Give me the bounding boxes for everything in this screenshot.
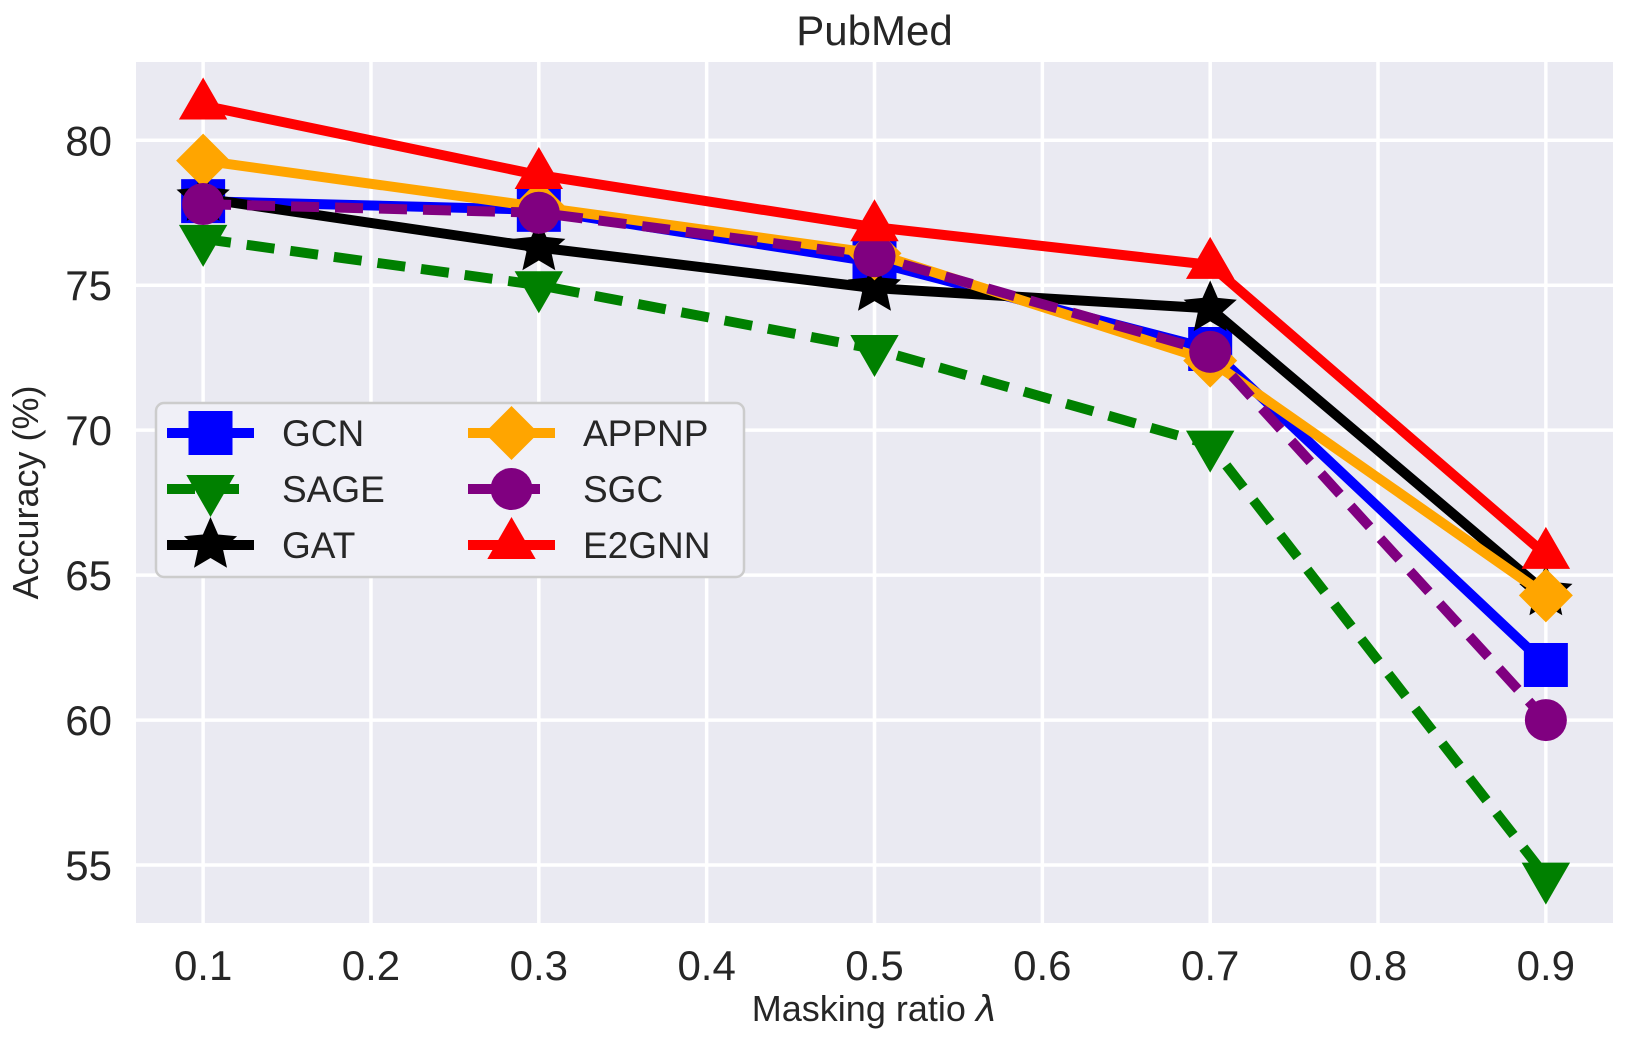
y-axis-label: Accuracy (%) bbox=[5, 385, 46, 599]
x-tick-label-0.2: 0.2 bbox=[342, 942, 400, 989]
marker-gat-0.3 bbox=[512, 219, 566, 271]
legend-marker-sage bbox=[186, 475, 235, 517]
marker-sgc-0.3 bbox=[517, 191, 560, 234]
legend-marker-sgc bbox=[490, 468, 533, 510]
legend-marker-gat bbox=[183, 517, 238, 568]
legend-entry-gcn: GCN bbox=[167, 411, 364, 455]
legend-box bbox=[154, 401, 746, 579]
x-tick-label-0.1: 0.1 bbox=[174, 942, 232, 989]
marker-gat-0.7 bbox=[1183, 280, 1237, 332]
legend-label-gcn: GCN bbox=[282, 413, 364, 454]
marker-gcn-0.9 bbox=[1523, 642, 1568, 687]
series-sgc bbox=[182, 183, 1567, 742]
x-tick-label-0.8: 0.8 bbox=[1349, 942, 1407, 989]
legend-marker-gcn bbox=[188, 411, 233, 455]
y-tick-label-70: 70 bbox=[65, 407, 112, 454]
x-tick-label-0.4: 0.4 bbox=[677, 942, 735, 989]
marker-e2gnn-0.1 bbox=[178, 77, 228, 120]
legend-label-sgc: SGC bbox=[583, 469, 663, 510]
legend: GCN SAGE GAT APPNP SGC E2GNN bbox=[154, 401, 746, 579]
marker-sage-0.5 bbox=[850, 335, 899, 377]
y-tick-label-65: 65 bbox=[65, 552, 112, 599]
legend-entry-gat: GAT bbox=[167, 517, 355, 568]
marker-sgc-0.9 bbox=[1524, 699, 1567, 742]
y-tick-label-55: 55 bbox=[65, 842, 112, 889]
y-tick-label-80: 80 bbox=[65, 117, 112, 164]
marker-sage-0.9 bbox=[1521, 862, 1571, 905]
marker-sage-0.7 bbox=[1185, 430, 1235, 473]
legend-entry-sgc: SGC bbox=[468, 468, 663, 510]
marker-sgc-0.1 bbox=[182, 183, 225, 226]
legend-entry-appnp: APPNP bbox=[468, 406, 708, 460]
marker-e2gnn-0.9 bbox=[1521, 526, 1571, 569]
x-tick-label-0.9: 0.9 bbox=[1517, 942, 1575, 989]
marker-appnp-0.9 bbox=[1518, 568, 1573, 623]
marker-sgc-0.7 bbox=[1189, 330, 1232, 373]
marker-appnp-0.1 bbox=[176, 133, 231, 188]
x-tick-label-0.7: 0.7 bbox=[1181, 942, 1239, 989]
legend-entry-sage: SAGE bbox=[167, 469, 385, 517]
legend-label-sage: SAGE bbox=[282, 469, 385, 510]
legend-label-appnp: APPNP bbox=[583, 413, 708, 454]
legend-marker-appnp bbox=[484, 406, 539, 460]
marker-e2gnn-0.3 bbox=[514, 147, 564, 190]
legend-label-e2gnn: E2GNN bbox=[583, 525, 710, 566]
marker-sage-0.1 bbox=[178, 224, 228, 267]
legend-label-gat: GAT bbox=[282, 525, 355, 566]
y-tick-label-75: 75 bbox=[65, 262, 112, 309]
marker-e2gnn-0.5 bbox=[850, 199, 899, 242]
y-tick-label-60: 60 bbox=[65, 697, 112, 744]
marker-sgc-0.5 bbox=[853, 235, 896, 278]
x-tick-label-0.6: 0.6 bbox=[1013, 942, 1071, 989]
x-tick-label-0.5: 0.5 bbox=[845, 942, 903, 989]
marker-sage-0.3 bbox=[514, 271, 564, 314]
legend-marker-e2gnn bbox=[487, 517, 536, 559]
marker-e2gnn-0.7 bbox=[1185, 236, 1235, 279]
legend-entry-e2gnn: E2GNN bbox=[468, 517, 710, 566]
series-e2gnn bbox=[178, 77, 1571, 569]
x-tick-label-0.3: 0.3 bbox=[510, 942, 568, 989]
marker-gat-0.5 bbox=[847, 260, 902, 311]
x-axis-label: Masking ratio λ bbox=[752, 988, 997, 1030]
chart-title: PubMed bbox=[796, 7, 952, 54]
series-sage bbox=[178, 224, 1571, 905]
